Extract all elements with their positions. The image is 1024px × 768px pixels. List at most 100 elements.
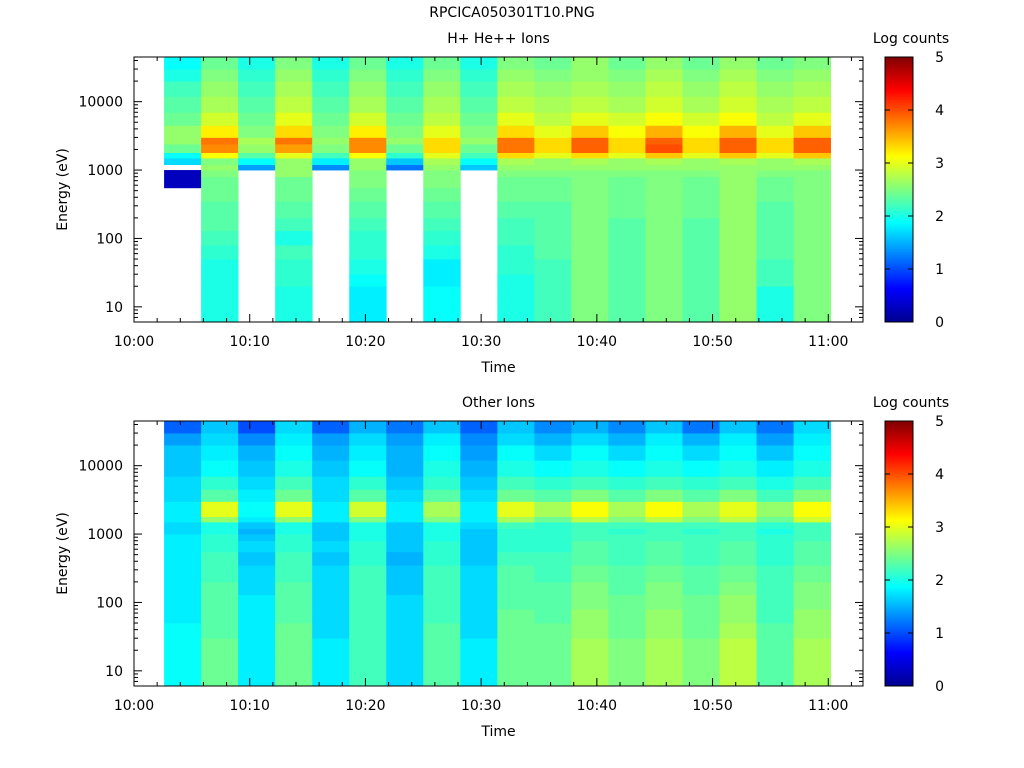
heatmap-cell <box>201 665 239 678</box>
heatmap-cell <box>571 144 609 153</box>
heatmap-cell <box>460 623 498 639</box>
heatmap-cell <box>275 638 313 651</box>
heatmap-cell <box>386 460 424 477</box>
heatmap-cell <box>275 476 313 490</box>
heatmap-cell <box>571 522 609 530</box>
heatmap-cell <box>164 551 202 566</box>
heatmap-cell <box>534 476 572 490</box>
heatmap-cell <box>571 158 609 166</box>
heatmap-cell <box>312 581 350 596</box>
heatmap-cell <box>201 516 239 523</box>
heatmap-cell <box>645 609 683 624</box>
heatmap-cell <box>682 650 720 666</box>
heatmap-cell <box>793 508 831 517</box>
heatmap-cell <box>534 522 572 530</box>
heatmap-cell <box>238 609 276 624</box>
heatmap-cell <box>201 501 239 509</box>
heatmap-cell <box>608 112 646 126</box>
heatmap-cell <box>275 551 313 566</box>
heatmap-cell <box>645 650 683 666</box>
heatmap-cell <box>164 534 202 542</box>
heatmap-cell <box>719 144 757 153</box>
heatmap-cell <box>534 81 572 97</box>
heatmap-cell <box>349 274 387 287</box>
heatmap-cell <box>386 528 424 535</box>
heatmap-cell <box>497 650 535 666</box>
heatmap-cell <box>497 245 535 260</box>
heatmap-cell <box>275 421 313 434</box>
heatmap-cell <box>645 217 683 232</box>
heatmap-cell <box>460 112 498 126</box>
heatmap-cell <box>460 528 498 535</box>
heatmap-cell <box>275 522 313 530</box>
heatmap-cell <box>349 301 387 314</box>
heatmap-cell <box>423 476 461 490</box>
heatmap-cell <box>164 650 202 666</box>
heatmap-cell <box>719 158 757 166</box>
heatmap-cell <box>312 69 350 82</box>
heatmap-cell <box>719 176 757 189</box>
heatmap-cell <box>497 638 535 651</box>
heatmap-cell <box>719 460 757 477</box>
heatmap-cell <box>497 137 535 145</box>
heatmap-cell <box>645 540 683 553</box>
heatmap-cell <box>497 187 535 202</box>
heatmap-cell <box>756 144 794 153</box>
heatmap-cell <box>386 565 424 583</box>
heatmap-cell <box>460 57 498 70</box>
heatmap-cell <box>201 522 239 530</box>
y-tick-label: 10000 <box>78 459 123 475</box>
heatmap-cell <box>201 540 239 553</box>
heatmap-cell <box>164 460 202 477</box>
heatmap-cell <box>201 69 239 82</box>
heatmap-cell <box>645 581 683 596</box>
heatmap-cell <box>793 217 831 232</box>
heatmap-cell <box>238 594 276 610</box>
heatmap-cell <box>793 301 831 314</box>
heatmap-cell <box>423 489 461 502</box>
heatmap-cell <box>645 57 683 70</box>
heatmap-cell <box>201 112 239 126</box>
heatmap-cell <box>534 158 572 166</box>
heatmap-cell <box>719 528 757 535</box>
heatmap-cell <box>682 274 720 287</box>
colorbar-label: Log counts <box>873 31 949 47</box>
heatmap-cell <box>312 522 350 530</box>
heatmap-cell <box>608 460 646 477</box>
colorbar-tick-label: 1 <box>935 262 944 278</box>
heatmap-cell <box>238 158 276 166</box>
heatmap-cell <box>793 623 831 639</box>
heatmap-cell <box>460 508 498 517</box>
heatmap-cell <box>460 665 498 678</box>
heatmap-cell <box>238 144 276 153</box>
heatmap-cell <box>682 551 720 566</box>
heatmap-cell <box>571 677 609 687</box>
heatmap-cell <box>238 164 276 171</box>
heatmap-cell <box>793 665 831 678</box>
heatmap-cell <box>201 230 239 246</box>
heatmap-cell <box>423 460 461 477</box>
heatmap-cell <box>645 508 683 517</box>
heatmap-cell <box>719 581 757 596</box>
heatmap-cell <box>275 501 313 509</box>
heatmap-cell <box>349 245 387 260</box>
heatmap-cell <box>386 540 424 553</box>
heatmap-cell <box>423 516 461 523</box>
heatmap-cell <box>275 96 313 113</box>
heatmap-cell <box>608 259 646 275</box>
heatmap-cell <box>571 217 609 232</box>
heatmap-cell <box>349 112 387 126</box>
heatmap-cell <box>756 164 794 171</box>
heatmap-cell <box>349 259 387 275</box>
heatmap-cell <box>349 501 387 509</box>
y-tick-label: 10 <box>105 664 123 680</box>
heatmap-cell <box>571 170 609 178</box>
heatmap-cell <box>349 96 387 113</box>
heatmap-cell <box>238 581 276 596</box>
colorbar-tick-label: 4 <box>935 467 944 483</box>
heatmap-cell <box>682 245 720 260</box>
heatmap-cell <box>719 170 757 178</box>
heatmap-cell <box>756 245 794 260</box>
heatmap-cell <box>423 112 461 126</box>
heatmap-cell <box>682 594 720 610</box>
